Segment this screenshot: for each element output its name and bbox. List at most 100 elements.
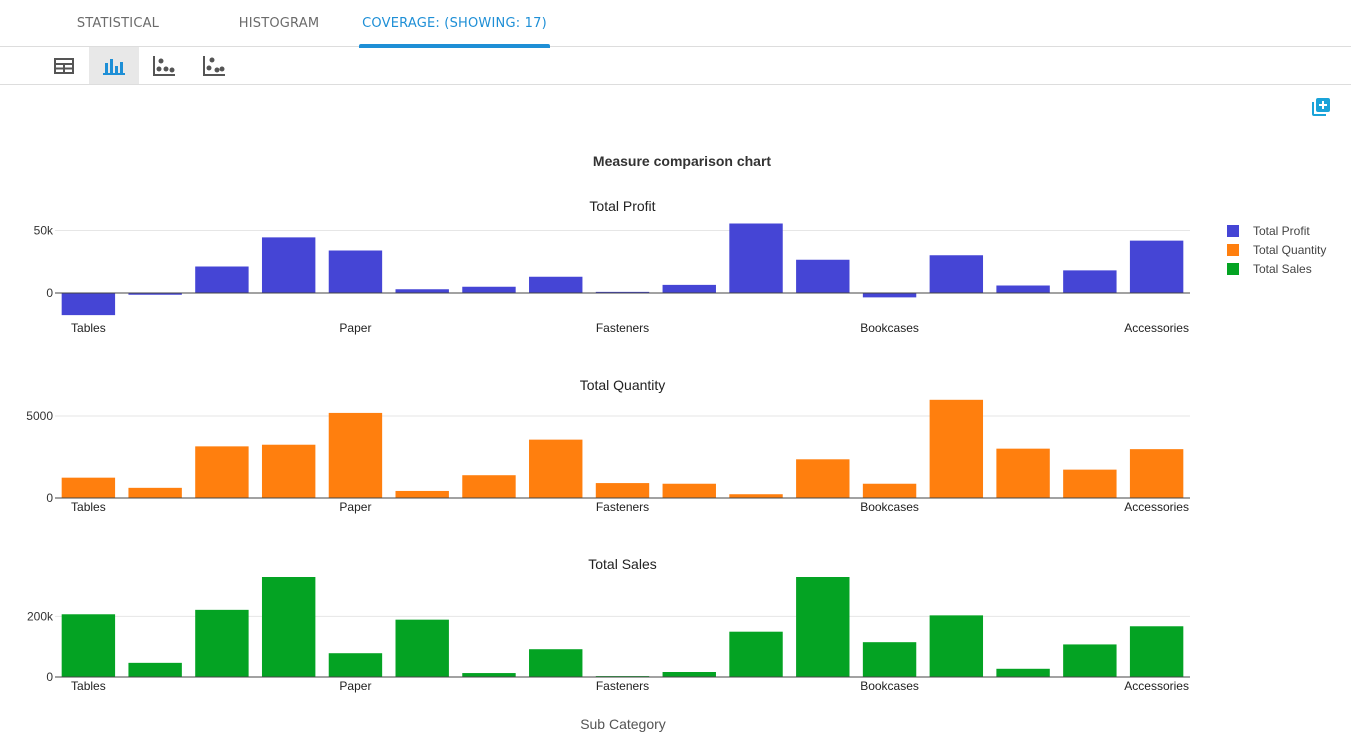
bar[interactable] [996,285,1050,294]
bar[interactable] [929,615,984,677]
y-tick-label: 5000 [26,409,53,423]
bar[interactable] [61,477,116,498]
bar[interactable] [328,653,383,677]
bar[interactable] [796,259,850,293]
bar[interactable] [595,483,650,498]
bar[interactable] [261,444,316,498]
bar[interactable] [662,284,716,293]
x-tick-label: Accessories [1124,500,1189,514]
scatter-plot-alt-icon [203,55,225,76]
bar[interactable] [929,255,984,293]
legend-swatch [1227,263,1239,275]
panel-title: Total Sales [588,556,656,572]
x-tick-label: Bookcases [860,500,919,514]
table-icon [54,57,74,74]
bar[interactable] [462,286,516,293]
panel-total-quantity: Total Quantity 0 5000 Tables Paper Fasteners B… [26,377,1190,514]
bar[interactable] [729,494,783,498]
x-tick-label: Bookcases [860,321,919,335]
bar[interactable] [729,223,783,294]
bar[interactable] [796,459,850,498]
add-chart-button[interactable] [1311,97,1331,117]
bar[interactable] [328,412,383,498]
bar[interactable] [128,487,182,498]
bar-chart-view-button[interactable] [89,47,139,84]
bar[interactable] [529,649,583,677]
legend-item[interactable]: Total Sales [1227,262,1312,276]
bar[interactable] [328,250,383,294]
bar[interactable] [1063,270,1117,293]
bar[interactable] [195,266,249,294]
bar[interactable] [996,448,1050,498]
x-tick-label: Paper [339,321,371,335]
bar[interactable] [1129,240,1184,293]
panel-total-profit: Total Profit 0 50k Tables Paper Fasteners Book… [34,198,1190,335]
chart-legend: Total Profit Total Quantity Total Sales [1227,224,1326,276]
bar[interactable] [261,577,316,677]
bar[interactable] [729,631,783,677]
scatter-view-button[interactable] [139,47,189,84]
legend-swatch [1227,225,1239,237]
tab-bar: STATISTICAL HISTOGRAM COVERAGE: (SHOWING… [0,0,1351,48]
bar[interactable] [395,490,449,498]
y-tick-label: 200k [27,609,54,623]
scatter-plot-icon [153,55,175,76]
scatter-alt-view-button[interactable] [189,47,239,84]
bar[interactable] [996,668,1050,677]
bar[interactable] [862,642,917,677]
x-tick-label: Fasteners [596,500,649,514]
y-tick-label: 0 [46,491,53,505]
bar[interactable] [796,577,850,677]
bar[interactable] [462,673,516,677]
bar-chart-icon [103,58,125,75]
tab-histogram[interactable]: HISTOGRAM [238,16,320,31]
tab-statistical[interactable]: STATISTICAL [76,16,160,31]
bar[interactable] [662,672,716,677]
bar[interactable] [862,483,917,498]
table-view-button[interactable] [39,47,89,84]
x-tick-label: Bookcases [860,679,919,693]
legend-item[interactable]: Total Profit [1227,224,1310,238]
x-tick-label: Tables [71,500,106,514]
y-tick-label: 0 [46,670,53,684]
panel-title: Total Profit [589,198,655,214]
bar[interactable] [128,662,182,677]
view-toolbar [0,47,1351,85]
bar[interactable] [1129,449,1184,498]
bar[interactable] [395,289,449,293]
bar[interactable] [462,475,516,498]
x-tick-label: Paper [339,500,371,514]
tab-coverage[interactable]: COVERAGE: (SHOWING: 17) [359,0,550,48]
bar[interactable] [1063,469,1117,498]
bar[interactable] [529,276,583,293]
bar[interactable] [529,439,583,498]
bar[interactable] [1129,626,1184,677]
bar[interactable] [662,483,716,498]
bar[interactable] [61,293,116,316]
x-tick-label: Tables [71,679,106,693]
legend-label: Total Sales [1253,262,1312,276]
add-layer-icon [1312,98,1330,116]
bar[interactable] [261,237,316,293]
chart-title: Measure comparison chart [593,153,772,169]
bar[interactable] [128,293,182,295]
bar[interactable] [929,399,984,498]
x-tick-label: Accessories [1124,679,1189,693]
x-axis-label: Sub Category [580,716,666,732]
y-tick-label: 0 [46,286,53,300]
bar[interactable] [595,291,650,293]
bar[interactable] [395,619,449,677]
panel-total-sales: Total Sales 0 200k Tables Paper Fasteners Book… [27,556,1190,693]
bar[interactable] [862,293,917,298]
panel-title: Total Quantity [580,377,666,393]
bar[interactable] [1063,644,1117,677]
legend-label: Total Quantity [1253,243,1326,257]
x-tick-label: Fasteners [596,679,649,693]
bar[interactable] [195,609,249,677]
bar[interactable] [195,446,249,498]
x-tick-label: Tables [71,321,106,335]
bar[interactable] [61,614,116,677]
legend-item[interactable]: Total Quantity [1227,243,1326,257]
x-tick-label: Accessories [1124,321,1189,335]
